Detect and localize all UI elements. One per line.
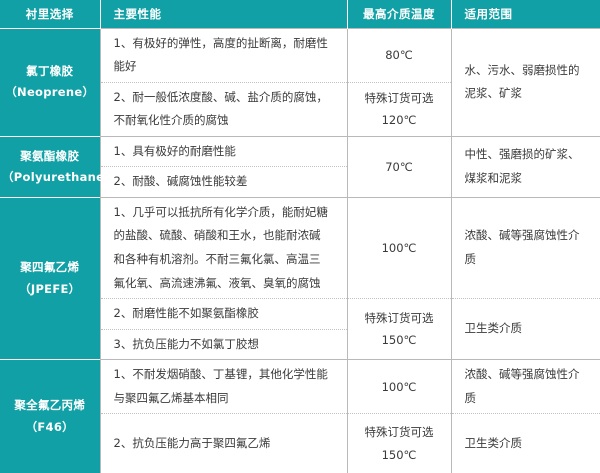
column-header-performance: 主要性能: [100, 0, 348, 28]
table-row: 聚四氟乙烯 （JPEFE） 1、几乎可以抵抗所有化学介质，能耐妃糖 的盐酸、硫酸…: [0, 196, 600, 360]
temperature-value: 150℃: [381, 447, 417, 462]
performance-cell: 3、抗负压能力不如氯丁胶想: [100, 328, 348, 360]
temperature-value: 特殊订货可选: [364, 310, 434, 325]
temperature-value: 特殊订货可选: [364, 425, 434, 440]
table-row: 2、耐酸、碱腐蚀性能较差: [0, 166, 600, 198]
material-name-en: （F46）: [25, 419, 74, 434]
performance-line: 3、抗负压能力不如氯丁胶想: [113, 336, 259, 351]
performance-cell: 2、耐一般低浓度酸、碱、盐介质的腐蚀， 不耐氧化性介质的腐蚀: [100, 81, 348, 137]
material-name-cn: 聚氨酯橡胶: [20, 148, 80, 163]
performance-line: 1、具有极好的耐磨性能: [113, 143, 236, 158]
temperature-value: 80℃: [385, 47, 413, 62]
material-name-f46: 聚全氟乙丙烯 （F46）: [0, 359, 101, 473]
performance-line: 氟化氧、高流速沸氟、液氧、臭氧的腐蚀: [113, 275, 321, 290]
range-line: 水、污水、弱磨损性的: [464, 62, 580, 77]
temperature-cell: 100℃: [347, 196, 452, 299]
performance-line: 1、几乎可以抵抗所有化学介质，能耐妃糖: [113, 204, 328, 219]
range-line: 质: [464, 252, 477, 266]
temperature-cell: 70℃: [347, 135, 452, 198]
range-line: 中性、强磨损的矿浆、: [464, 147, 580, 162]
material-name-cn: 聚全氟乙丙烯: [14, 398, 86, 413]
range-cell: 浓酸、碱等强腐蚀性介 质: [451, 359, 600, 414]
material-name-en: （Neoprene）: [5, 85, 95, 100]
temperature-value: 100℃: [381, 379, 417, 394]
table-body: 氯丁橡胶 （Neoprene） 1、有极好的弹性，高度的扯断离，耐磨性 能好 8…: [0, 27, 600, 473]
range-line: 泥浆、矿浆: [464, 86, 523, 101]
performance-line: 能好: [113, 59, 137, 74]
material-name-neoprene: 氯丁橡胶 （Neoprene）: [0, 27, 101, 137]
temperature-cell: 特殊订货可选 120℃: [347, 81, 452, 137]
performance-line: 1、不耐发烟硝酸、丁基锂，其他化学性能: [113, 367, 328, 382]
temperature-value: 特殊订货可选: [364, 90, 434, 105]
material-name-cn: 聚四氟乙烯: [20, 260, 80, 275]
material-name-en: （JPEFE）: [19, 281, 81, 296]
performance-line: 和各种有机溶剂。不耐三氟化氯、高温三: [113, 252, 321, 266]
performance-cell: 1、几乎可以抵抗所有化学介质，能耐妃糖 的盐酸、硫酸、硝酸和王水，也能耐浓碱 和…: [100, 196, 348, 299]
performance-cell: 1、有极好的弹性，高度的扯断离，耐磨性 能好: [100, 27, 348, 83]
performance-line: 1、有极好的弹性，高度的扯断离，耐磨性: [113, 35, 328, 50]
material-name-jpefe: 聚四氟乙烯 （JPEFE）: [0, 196, 101, 360]
table-row: 聚全氟乙丙烯 （F46） 1、不耐发烟硝酸、丁基锂，其他化学性能 与聚四氟乙烯基…: [0, 359, 600, 473]
temperature-cell: 特殊订货可选 150℃: [347, 413, 452, 473]
table-row: 2、耐磨性能不如聚氨酯橡胶 特殊订货可选 150℃ 卫生类介质: [0, 298, 600, 360]
column-header-lining: 衬里选择: [0, 0, 101, 28]
range-cell: 卫生类介质: [451, 298, 600, 360]
temperature-cell: 80℃: [347, 27, 452, 83]
range-cell: 水、污水、弱磨损性的 泥浆、矿浆: [451, 27, 600, 137]
material-name-cn: 氯丁橡胶: [26, 63, 74, 78]
temperature-value: 70℃: [385, 159, 413, 174]
performance-cell: 2、耐酸、碱腐蚀性能较差: [100, 166, 348, 198]
header-row: 衬里选择 主要性能 最高介质温度 适用范围: [0, 0, 600, 28]
performance-line: 2、耐酸、碱腐蚀性能较差: [113, 174, 248, 189]
table-row: 2、耐一般低浓度酸、碱、盐介质的腐蚀， 不耐氧化性介质的腐蚀 特殊订货可选 12…: [0, 81, 600, 137]
column-header-temperature: 最高介质温度: [347, 0, 452, 28]
temperature-cell: 100℃: [347, 359, 452, 414]
performance-line: 的盐酸、硫酸、硝酸和王水，也能耐浓碱: [113, 228, 321, 243]
range-cell: 中性、强磨损的矿浆、 煤浆和泥浆: [451, 135, 600, 198]
table-row: 聚氨酯橡胶 （Polyurethane） 1、具有极好的耐磨性能 70℃ 中性、…: [0, 135, 600, 198]
range-line: 煤浆和泥浆: [464, 170, 523, 185]
material-name-polyurethane: 聚氨酯橡胶 （Polyurethane）: [0, 135, 117, 198]
performance-line: 2、抗负压能力高于聚四氟乙烯: [113, 435, 271, 450]
table-header: 衬里选择 主要性能 最高介质温度 适用范围: [0, 0, 600, 28]
temperature-value: 100℃: [381, 240, 417, 255]
range-line: 浓酸、碱等强腐蚀性介: [464, 367, 580, 382]
table-row: 3、抗负压能力不如氯丁胶想: [0, 328, 600, 360]
range-cell: 卫生类介质: [451, 413, 600, 473]
temperature-value: 120℃: [381, 113, 417, 128]
table-row: 氯丁橡胶 （Neoprene） 1、有极好的弹性，高度的扯断离，耐磨性 能好 8…: [0, 27, 600, 137]
performance-cell: 1、具有极好的耐磨性能: [100, 135, 348, 167]
performance-cell: 1、不耐发烟硝酸、丁基锂，其他化学性能 与聚四氟乙烯基本相同: [100, 359, 348, 414]
temperature-value: 150℃: [381, 333, 417, 348]
temperature-cell: 特殊订货可选 150℃: [347, 298, 452, 360]
performance-line: 2、耐磨性能不如聚氨酯橡胶: [113, 306, 259, 321]
performance-cell: 2、耐磨性能不如聚氨酯橡胶: [100, 298, 348, 330]
column-header-range: 适用范围: [451, 0, 600, 28]
range-line: 卫生类介质: [464, 435, 523, 450]
material-name-en: （Polyurethane）: [2, 169, 117, 184]
performance-line: 2、耐一般低浓度酸、碱、盐介质的腐蚀，: [113, 89, 328, 104]
range-line: 浓酸、碱等强腐蚀性介: [464, 228, 580, 243]
range-line: 卫生类介质: [464, 321, 523, 336]
performance-line: 与聚四氟乙烯基本相同: [113, 390, 229, 405]
performance-line: 不耐氧化性介质的腐蚀: [113, 113, 229, 128]
range-cell: 浓酸、碱等强腐蚀性介 质: [451, 196, 600, 299]
performance-cell: 2、抗负压能力高于聚四氟乙烯: [100, 413, 348, 473]
range-line: 质: [464, 390, 477, 405]
